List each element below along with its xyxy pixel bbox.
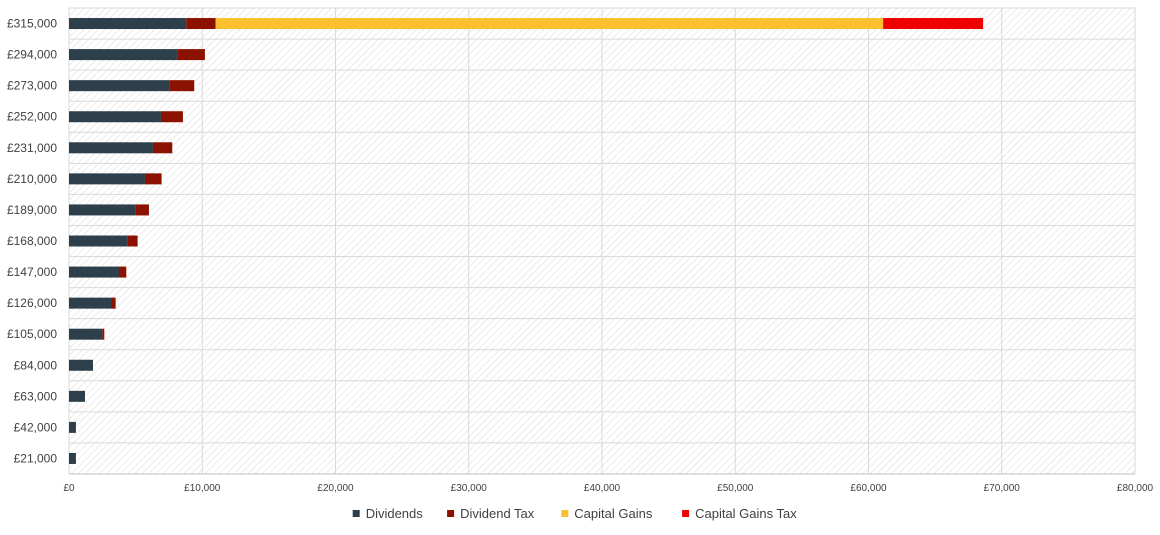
x-axis: £0 £10,000 £20,000 £30,000 £40,000 £50,000 £60… — [63, 473, 1154, 494]
x-tick-label: £80,000 — [1117, 483, 1154, 494]
bar-dividends — [69, 173, 145, 185]
y-tick-label: £189,000 — [7, 203, 57, 217]
bar-dividend-tax — [177, 49, 205, 61]
legend: Dividends Dividend Tax Capital Gains Capita… — [352, 506, 797, 521]
gridlines — [68, 7, 1136, 475]
y-tick-label: £294,000 — [7, 48, 57, 62]
bar-dividends — [69, 142, 153, 154]
x-tick-label: £50,000 — [717, 483, 754, 494]
bar-dividend-tax — [160, 111, 183, 123]
bar-dividend-tax — [135, 204, 149, 216]
bar-dividends — [69, 297, 111, 309]
bar-dividends — [69, 111, 161, 123]
bar-dividends — [69, 235, 128, 247]
legend-label: Capital Gains Tax — [695, 506, 797, 521]
y-tick-label: £315,000 — [7, 17, 57, 31]
y-tick-label: £42,000 — [14, 420, 58, 434]
bars — [69, 18, 984, 464]
y-tick-label: £273,000 — [7, 79, 57, 93]
legend-swatch — [352, 510, 360, 517]
legend-label: Dividends — [366, 506, 424, 521]
legend-item-capital-gains-tax: Capital Gains Tax — [682, 506, 797, 521]
bar-dividend-tax — [118, 266, 127, 278]
x-tick-label: £30,000 — [451, 483, 488, 494]
x-tick-label: £60,000 — [850, 483, 887, 494]
bar-dividends — [69, 18, 187, 30]
y-tick-label: £84,000 — [14, 358, 58, 372]
y-tick-label: £231,000 — [7, 141, 57, 155]
bar-dividends — [69, 390, 85, 402]
bar-dividends — [69, 328, 103, 340]
legend-item-capital-gains: Capital Gains — [561, 506, 653, 521]
y-tick-label: £21,000 — [14, 451, 58, 465]
x-tick-label: £70,000 — [984, 483, 1021, 494]
legend-swatch — [447, 510, 455, 517]
bar-dividends — [69, 80, 170, 92]
bar-dividends — [69, 452, 76, 464]
x-tick-label: £20,000 — [317, 483, 354, 494]
bar-dividend-tax — [144, 173, 162, 185]
y-tick-label: £147,000 — [7, 265, 57, 279]
legend-swatch — [682, 510, 690, 517]
bar-capital-gains-tax — [883, 18, 984, 30]
x-tick-label: £40,000 — [584, 483, 621, 494]
y-tick-label: £105,000 — [7, 327, 57, 341]
y-tick-label: £252,000 — [7, 110, 57, 124]
bar-dividends — [69, 49, 178, 61]
bar-dividend-tax — [186, 18, 216, 30]
y-tick-label: £168,000 — [7, 234, 57, 248]
bar-dividend-tax — [169, 80, 195, 92]
y-tick-label: £63,000 — [14, 389, 58, 403]
x-tick-label: £0 — [63, 483, 75, 494]
bar-dividends — [69, 421, 76, 433]
legend-label: Dividend Tax — [460, 506, 535, 521]
legend-label: Capital Gains — [574, 506, 653, 521]
bar-dividend-tax — [127, 235, 138, 247]
bar-dividends — [69, 359, 93, 371]
bar-dividends — [69, 204, 136, 216]
y-tick-label: £126,000 — [7, 296, 57, 310]
bar-dividend-tax — [110, 297, 116, 309]
y-tick-label: £210,000 — [7, 172, 57, 186]
bar-dividends — [69, 266, 119, 278]
x-tick-label: £10,000 — [184, 483, 221, 494]
legend-item-dividends: Dividends — [352, 506, 424, 521]
legend-item-dividend-tax: Dividend Tax — [447, 506, 535, 521]
bar-capital-gains — [215, 18, 884, 30]
legend-swatch — [561, 510, 569, 517]
y-axis: £315,000 £294,000 £273,000 £252,000 £231,000… — [7, 17, 57, 466]
bar-dividend-tax — [102, 328, 105, 340]
bar-dividend-tax — [152, 142, 173, 154]
